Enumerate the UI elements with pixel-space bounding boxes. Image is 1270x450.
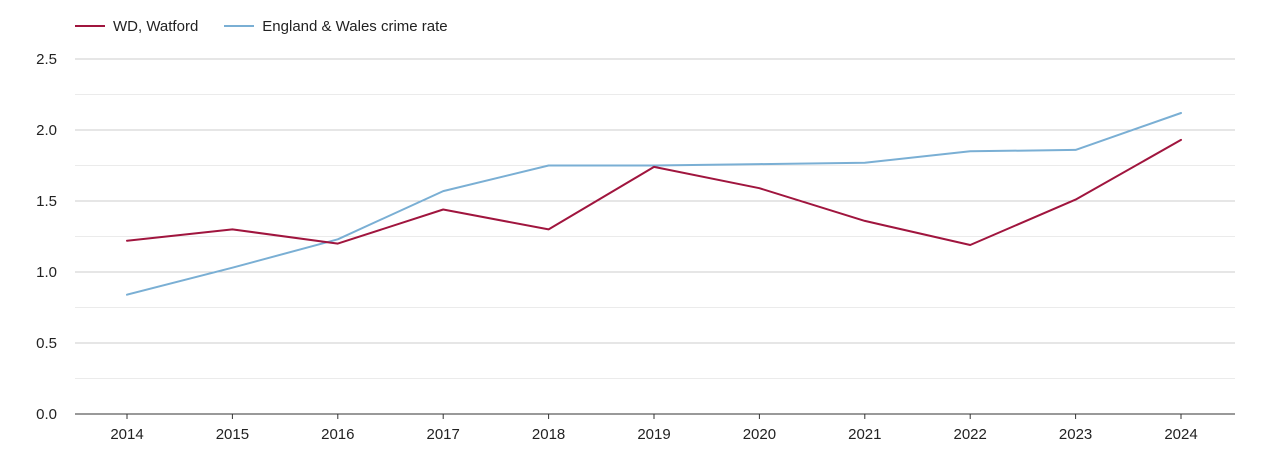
- y-tick-label: 2.0: [36, 122, 57, 139]
- legend-item-watford[interactable]: WD, Watford: [75, 18, 198, 35]
- x-tick-label: 2018: [532, 426, 565, 443]
- x-tick-label: 2021: [848, 426, 881, 443]
- x-tick-label: 2015: [216, 426, 249, 443]
- series-line-watford[interactable]: [126, 138, 1182, 246]
- y-tick-label: 0.5: [36, 335, 57, 352]
- y-tick-label: 1.5: [36, 193, 57, 210]
- x-axis-tick-labels: 2014 2015 2016 2017 2018 2019 2020 2021 2022 2023…: [110, 414, 1198, 443]
- legend-label-england-wales: England & Wales crime rate: [262, 17, 448, 35]
- x-tick-label: 2023: [1059, 426, 1092, 443]
- y-tick-label: 1.0: [36, 264, 57, 281]
- grid-lines: [75, 58, 1235, 415]
- x-tick-label: 2016: [321, 426, 354, 443]
- y-tick-label: 0.0: [36, 406, 57, 423]
- x-tick-label: 2019: [637, 426, 670, 443]
- legend-swatch-england-wales: [224, 25, 255, 27]
- legend-label-watford: WD, Watford: [113, 17, 199, 35]
- legend-item-england-wales[interactable]: England & Wales crime rate: [224, 17, 448, 35]
- x-tick-label: 2022: [954, 426, 987, 443]
- series-line-england-wales[interactable]: [126, 112, 1182, 296]
- x-tick-label: 2017: [427, 426, 460, 443]
- series-lines: [126, 112, 1182, 296]
- y-tick-label: 2.5: [36, 51, 57, 68]
- x-tick-label: 2014: [110, 426, 143, 443]
- legend-swatch-watford: [75, 25, 105, 27]
- chart-legend: WD, Watford England & Wales crime rate: [75, 16, 474, 36]
- x-tick-label: 2024: [1164, 426, 1197, 443]
- x-tick-label: 2020: [743, 426, 776, 443]
- y-axis-tick-labels: 0.0 0.5 1.0 1.5 2.0 2.5: [36, 51, 57, 423]
